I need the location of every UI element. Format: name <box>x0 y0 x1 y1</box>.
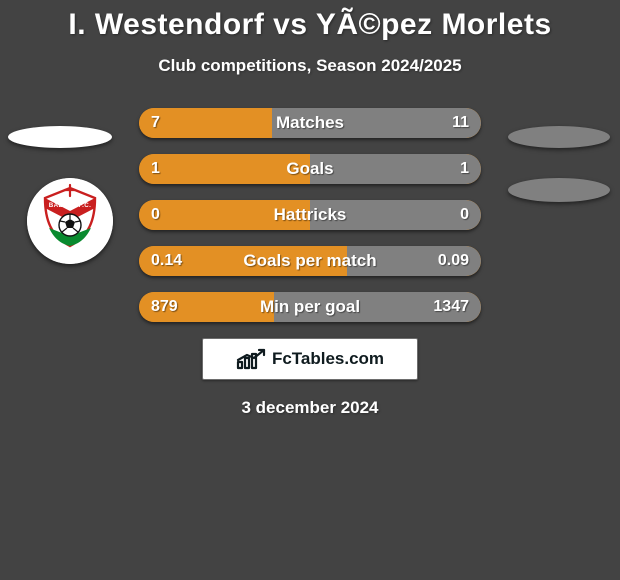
subtitle: Club competitions, Season 2024/2025 <box>0 56 620 76</box>
player-right-ellipse-1 <box>508 126 610 148</box>
stat-row: 00Hattricks <box>139 200 481 230</box>
stat-label: Goals <box>139 154 481 184</box>
svg-text:BALZAN F.C.: BALZAN F.C. <box>49 202 92 209</box>
brand-box: FcTables.com <box>202 338 418 380</box>
stat-row: 11Goals <box>139 154 481 184</box>
stat-row: 711Matches <box>139 108 481 138</box>
page-title: I. Westendorf vs YÃ©pez Morlets <box>0 0 620 42</box>
club-crest: BALZAN F.C. <box>27 178 113 264</box>
player-left-ellipse <box>8 126 112 148</box>
stat-label: Hattricks <box>139 200 481 230</box>
stat-row: 8791347Min per goal <box>139 292 481 322</box>
stat-label: Goals per match <box>139 246 481 276</box>
stat-label: Min per goal <box>139 292 481 322</box>
date: 3 december 2024 <box>0 398 620 418</box>
stat-label: Matches <box>139 108 481 138</box>
player-right-ellipse-2 <box>508 178 610 202</box>
brand-text: FcTables.com <box>272 349 384 369</box>
stat-row: 0.140.09Goals per match <box>139 246 481 276</box>
